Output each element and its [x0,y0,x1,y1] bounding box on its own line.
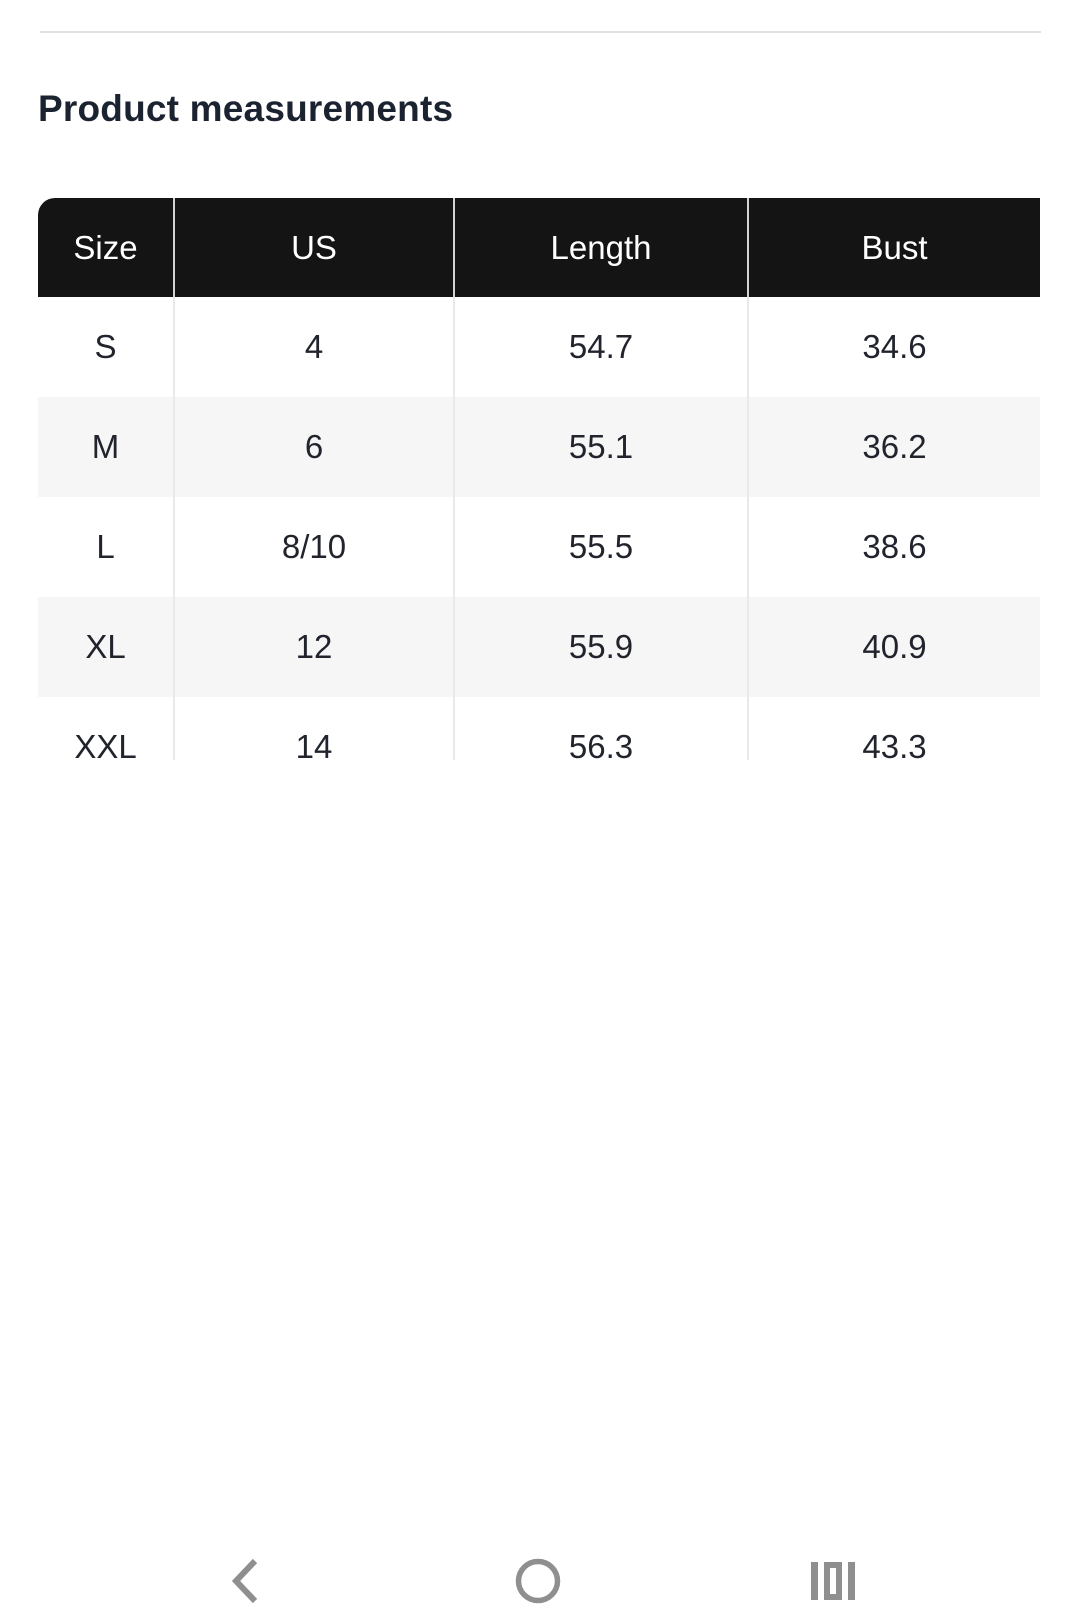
table-cell: 55.9 [453,597,747,697]
table-cell: 8/10 [173,497,453,597]
column-header-us: US [173,198,453,297]
table-cell: L [38,497,173,597]
system-navigation-bar [0,760,1080,1604]
page-title: Product measurements [38,88,454,129]
back-icon [230,1558,260,1604]
column-header-bust: Bust [747,198,1040,297]
table-cell: 34.6 [747,297,1040,397]
table-cell: 55.1 [453,397,747,497]
section-divider [40,31,1041,33]
column-header-length: Length [453,198,747,297]
table-cell: 38.6 [747,497,1040,597]
measurements-table: Size US Length Bust S 4 54.7 34.6 M 6 55… [38,198,1040,760]
table-cell: 43.3 [747,697,1040,760]
table-cell: 14 [173,697,453,760]
column-header-size: Size [38,198,173,297]
recents-button[interactable] [798,1551,868,1611]
table-cell: 54.7 [453,297,747,397]
table-cell: 6 [173,397,453,497]
table-cell: 12 [173,597,453,697]
home-icon [515,1558,561,1604]
table-cell: M [38,397,173,497]
back-button[interactable] [210,1551,280,1611]
table-cell: 55.5 [453,497,747,597]
table-cell: 56.3 [453,697,747,760]
table-cell: XL [38,597,173,697]
table-cell: 4 [173,297,453,397]
table-cell: 36.2 [747,397,1040,497]
table-cell: S [38,297,173,397]
table-cell: 40.9 [747,597,1040,697]
recents-icon [810,1561,856,1601]
table-cell: XXL [38,697,173,760]
home-button[interactable] [503,1551,573,1611]
